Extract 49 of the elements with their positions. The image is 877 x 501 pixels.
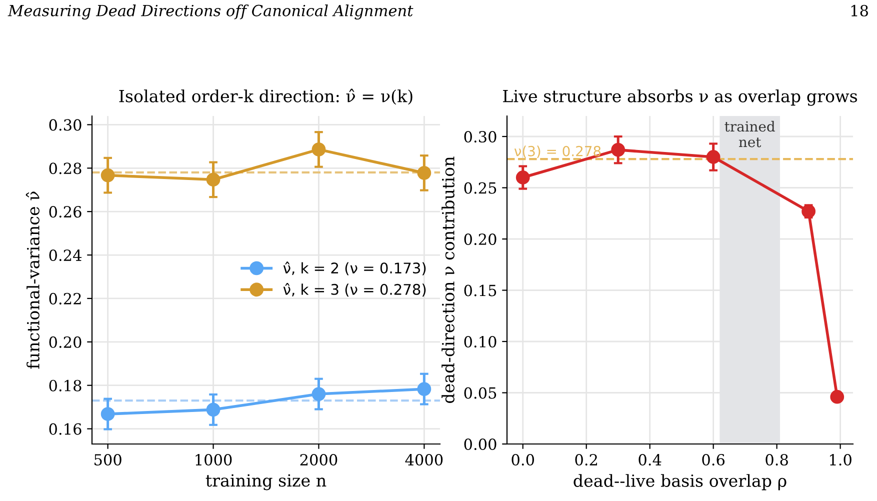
text: 18 bbox=[851, 4, 868, 16]
point bbox=[312, 142, 326, 156]
x-tick-label: 0.6 bbox=[702, 454, 725, 466]
x-tick-label: 0.2 bbox=[575, 454, 598, 466]
ref-line-label: ν(3) = 0.278 bbox=[514, 146, 601, 158]
x-tick-label: 1.0 bbox=[830, 454, 852, 466]
y-tick-label: 0.10 bbox=[464, 336, 496, 348]
point bbox=[417, 382, 432, 396]
y-tick-label: 0.25 bbox=[464, 182, 496, 194]
y-tick-label: 0.24 bbox=[49, 249, 82, 262]
y-tick-label: 0.18 bbox=[49, 380, 82, 392]
y-tick-label: 0.05 bbox=[464, 387, 496, 399]
point bbox=[206, 172, 220, 187]
chart-title: Live structure absorbs ν as overlap grows bbox=[503, 89, 858, 106]
y-tick-label: 0.26 bbox=[49, 206, 82, 218]
legend-label: ν̂, k = 3 (ν = 0.278) bbox=[283, 283, 426, 297]
x-axis-title: dead--live basis overlap ρ bbox=[574, 474, 786, 490]
x-tick-label: 0.8 bbox=[766, 454, 788, 466]
point bbox=[516, 170, 530, 184]
y-tick-label: 0.00 bbox=[464, 438, 496, 450]
point bbox=[417, 166, 432, 180]
y-tick-label: 0.16 bbox=[49, 423, 82, 435]
point bbox=[206, 402, 220, 417]
x-tick-label: 1000 bbox=[196, 454, 232, 466]
x-tick-label: 0.4 bbox=[638, 454, 662, 466]
y-tick-label: 0.20 bbox=[49, 336, 82, 348]
y-tick-label: 0.30 bbox=[49, 119, 82, 131]
y-tick-label: 0.30 bbox=[464, 130, 496, 143]
point bbox=[312, 387, 326, 401]
text: Measuring Dead Directions off Canonical Alignment bbox=[8, 4, 414, 20]
y-axis-title: dead-direction ν contribution bbox=[442, 156, 454, 404]
x-tick-label: 4000 bbox=[405, 454, 443, 466]
point bbox=[706, 150, 720, 164]
y-tick-label: 0.22 bbox=[49, 292, 81, 304]
x-axis-title: training size n bbox=[206, 474, 326, 490]
legend-label: ν̂, k = 2 (ν = 0.173) bbox=[283, 262, 426, 276]
x-tick-label: 2000 bbox=[300, 454, 338, 466]
x-tick-label: 500 bbox=[94, 454, 122, 466]
y-tick-label: 0.28 bbox=[49, 162, 82, 174]
point bbox=[100, 168, 115, 182]
x-tick-label: 0.0 bbox=[512, 454, 534, 466]
y-tick-label: 0.15 bbox=[464, 284, 496, 296]
y-axis-title: functional-variance ν̂ bbox=[26, 192, 40, 369]
point bbox=[100, 407, 115, 421]
point bbox=[611, 142, 626, 157]
y-tick-label: 0.20 bbox=[464, 233, 496, 246]
band-label: trained net bbox=[724, 120, 775, 148]
point bbox=[830, 390, 844, 404]
chart-title: Isolated order-k direction: ν̂ = ν(k) bbox=[119, 88, 412, 105]
